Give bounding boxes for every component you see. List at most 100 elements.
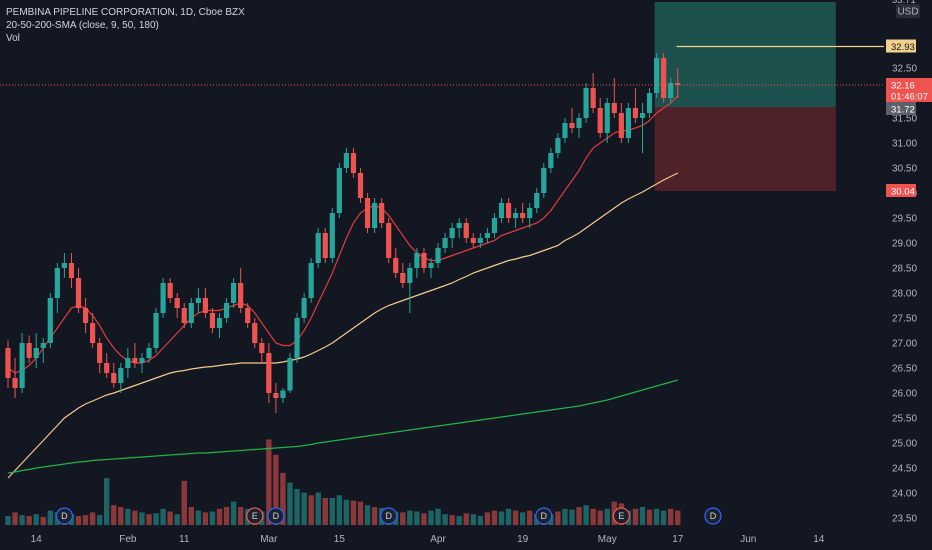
candle-body [280,390,286,398]
candle-body [223,303,230,318]
candle-body [153,313,159,348]
loss-zone [654,107,836,191]
candle [632,88,639,123]
candle [280,388,286,403]
candle-body [477,238,483,243]
price-tick-label: 24.00 [892,489,917,500]
candle [400,263,406,288]
candle [160,278,166,318]
candle-body [174,298,180,308]
volume-bar [477,516,484,525]
volume-bar [315,492,321,525]
candle [597,98,603,138]
candle-body [90,323,96,343]
time-axis[interactable]: 14 Feb 11 Mar 15 Apr 19 May 17 Jun 14 [31,534,825,545]
candle [174,293,180,318]
current-price-label-bg [886,78,932,102]
volume-bar [47,510,53,525]
candle-body [273,393,279,398]
candle [505,198,512,223]
candle [97,338,103,373]
dividend-marker[interactable]: D [55,507,74,525]
candle-body [597,108,603,133]
volume-bar [202,512,209,525]
candle-body [231,283,237,303]
candle-body [82,308,89,323]
volume-bar [519,512,526,525]
candle-body [104,363,110,373]
volume-bars [5,439,681,525]
earnings-marker[interactable]: E [612,507,630,525]
candle [181,303,187,328]
price-tick-label: 28.00 [892,289,917,300]
time-tick-label: Feb [119,534,137,545]
candle-body [386,223,392,258]
volume-label[interactable]: Vol [6,33,20,44]
candle-body [414,253,420,268]
price-tick-label: 23.50 [892,514,917,525]
volume-bar [188,507,194,525]
dividend-marker[interactable]: D [267,507,285,525]
candle-body [54,268,60,298]
time-tick-label: 19 [517,534,529,545]
volume-bar [125,508,131,525]
candle-body [569,123,575,128]
volume-bar [75,516,82,525]
candle [414,248,420,278]
candle [315,228,321,268]
candle [61,253,67,278]
candle [301,293,307,323]
earnings-marker-label: E [252,511,258,521]
volume-bar [357,501,364,525]
candle-body [428,263,434,268]
volume-bar [400,512,406,525]
candle-body [562,123,568,138]
candle [562,118,568,143]
candle [661,53,667,103]
candle [202,288,208,318]
candle [654,53,660,98]
candle-body [146,348,152,358]
volume-bar [498,511,505,525]
dividend-marker[interactable]: D [535,507,553,525]
candle-body [216,318,223,328]
volume-bar [216,508,223,525]
candle-body [61,263,67,268]
volume-bar [82,515,89,525]
candle-body [12,378,18,388]
volume-bar [209,511,216,525]
candle [569,108,575,133]
candle-body [5,348,11,378]
earnings-marker[interactable]: E [246,507,264,525]
currency-badge[interactable]: USD [896,4,920,18]
volume-bar [195,510,202,525]
candle-body [315,233,321,263]
chart-legend: PEMBINA PIPELINE CORPORATION, 1D, Cboe B… [6,6,245,45]
price-tick-label: 25.00 [892,439,917,450]
volume-bar [442,514,448,525]
candle-body [456,223,462,228]
stop-price-label-bg [886,184,916,197]
candle-body [527,208,533,218]
volume-bar [569,509,575,525]
target-price-label: 32.93 [886,39,916,53]
dividend-marker[interactable]: D [704,507,722,525]
volume-bar [146,514,152,525]
symbol-title[interactable]: PEMBINA PIPELINE CORPORATION, 1D, Cboe B… [6,7,245,18]
candle-body [654,58,660,93]
volume-bar [484,512,491,525]
candle [343,148,349,173]
candle-body [19,343,25,388]
entry-price-label-bg [886,102,916,115]
volume-bar [668,508,674,525]
dividend-marker[interactable]: D [380,507,398,525]
candle-body [259,343,265,353]
candle-body [97,343,103,363]
indicator-label[interactable]: 20-50-200-SMA (close, 9, 50, 180) [6,20,159,31]
candle [336,163,342,218]
candle-body [75,278,82,308]
candle [329,208,335,263]
volume-bar [153,513,159,525]
